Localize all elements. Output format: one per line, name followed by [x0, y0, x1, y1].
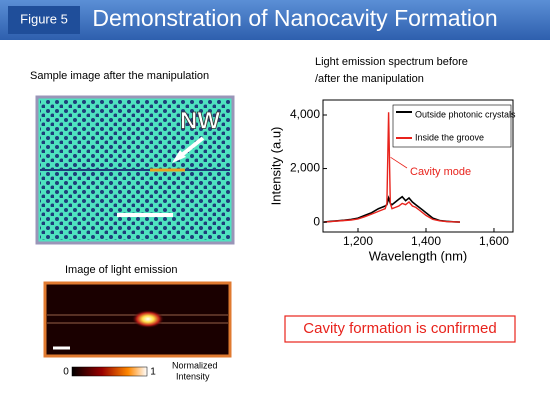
annotation: Cavity mode	[410, 166, 471, 178]
conclusion-box	[284, 315, 516, 343]
colorbar-min: 0	[63, 367, 69, 378]
y-tick-label: 2,000	[290, 161, 320, 175]
emission-spot	[132, 310, 164, 328]
colorbar-title: Intensity	[176, 371, 210, 381]
y-tick-label: 4,000	[290, 107, 320, 121]
sample-caption: Sample image after the manipulation	[30, 70, 209, 82]
annotation-leader	[390, 156, 408, 169]
plot-frame	[322, 99, 514, 233]
figure-label-box	[8, 6, 80, 34]
nw-label: NW	[180, 107, 220, 134]
colorbar-title: Normalized	[172, 360, 218, 370]
series-line	[323, 195, 461, 223]
x-tick-label: 1,400	[411, 234, 441, 248]
legend-label: Inside the groove	[415, 132, 484, 142]
emission-caption: Image of light emission	[65, 264, 178, 276]
colorbar-max: 1	[150, 367, 156, 378]
spectrum-caption: Light emission spectrum before	[315, 56, 468, 68]
figure-label: Figure 5	[20, 11, 68, 26]
header-bar	[0, 0, 550, 40]
spectrum-caption: /after the manipulation	[315, 73, 424, 85]
y-axis-label: Intensity (a.u)	[268, 127, 283, 206]
conclusion: Cavity formation is confirmed	[303, 320, 496, 337]
legend-label: Outside photonic crystals	[415, 109, 516, 119]
y-tick-label: 0	[313, 214, 320, 228]
x-tick-label: 1,600	[479, 234, 509, 248]
arrow-head	[172, 150, 186, 163]
x-axis-label: Wavelength (nm)	[369, 248, 468, 263]
legend-box	[392, 104, 512, 148]
slide-title: Demonstration of Nanocavity Formation	[92, 5, 497, 31]
series-line	[323, 112, 461, 223]
colorbar	[71, 366, 148, 377]
x-tick-label: 1,200	[343, 234, 373, 248]
